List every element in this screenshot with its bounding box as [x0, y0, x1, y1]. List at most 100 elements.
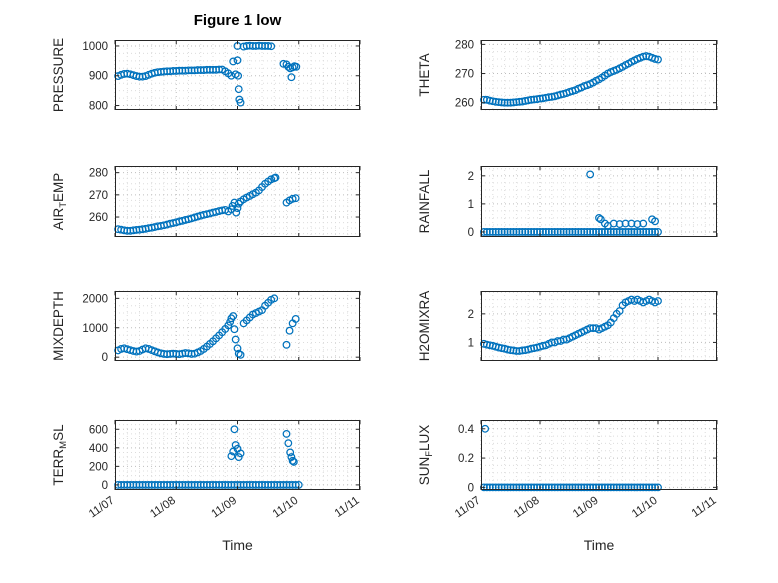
tick-marks — [114, 420, 361, 490]
svg-text:11/10: 11/10 — [630, 495, 660, 521]
grid-minor — [481, 420, 717, 490]
svg-text:0: 0 — [102, 352, 108, 364]
svg-text:1000: 1000 — [82, 323, 108, 335]
y-tick-labels: 260 270 280 — [455, 39, 474, 109]
svg-text:11/10: 11/10 — [271, 495, 301, 521]
subplot-mixdepth: 0 1000 2000 MIXDEPTH — [51, 290, 361, 364]
grid-major — [114, 420, 361, 490]
svg-text:900: 900 — [89, 71, 108, 83]
subplot-theta: 260 270 280 THETA — [417, 39, 718, 111]
rainfall-chart: 0 1 2 RAINFALL — [417, 166, 718, 239]
svg-text:0.4: 0.4 — [458, 424, 475, 436]
grid-major — [114, 291, 361, 361]
data-points — [480, 52, 662, 107]
subplot-sun-flux: 0 0.2 0.4 SUNFLUX 11/07 11/08 11/09 11/10 11/11 T… — [417, 420, 719, 553]
svg-text:270: 270 — [89, 190, 108, 202]
y-tick-labels: 0 0.2 0.4 — [458, 424, 475, 495]
subplot-terr-msl: 0 200 400 600 TERRMSL 11/07 11/08 11/09 11/10 11/… — [51, 419, 362, 553]
svg-text:1: 1 — [468, 199, 474, 211]
svg-text:11/07: 11/07 — [453, 495, 483, 521]
air-temp-chart: 260 270 280 AIRTEMP — [51, 166, 361, 237]
tick-marks — [480, 166, 718, 237]
mixdepth-chart: 0 1000 2000 MIXDEPTH — [51, 290, 361, 364]
grid-minor — [481, 291, 717, 361]
svg-text:0.2: 0.2 — [458, 453, 474, 465]
sun-flux-chart: 0 0.2 0.4 SUNFLUX 11/07 11/08 11/09 11/10 11/11 T… — [417, 420, 719, 553]
axes-box — [481, 420, 717, 490]
tick-marks — [480, 40, 718, 110]
svg-text:11/11: 11/11 — [690, 495, 719, 520]
svg-text:400: 400 — [89, 443, 108, 455]
data-points — [480, 170, 662, 236]
data-points — [114, 41, 301, 107]
subplot-pressure: 800 900 1000 PRESSURE — [51, 38, 361, 113]
svg-text:200: 200 — [89, 461, 108, 473]
svg-text:1000: 1000 — [82, 41, 108, 53]
data-points — [114, 173, 300, 235]
svg-text:280: 280 — [455, 39, 474, 51]
subplot-air-temp: 260 270 280 AIRTEMP — [51, 166, 361, 237]
svg-text:0: 0 — [468, 227, 474, 239]
tick-marks — [480, 420, 718, 490]
y-tick-labels: 800 900 1000 — [82, 41, 108, 113]
svg-text:280: 280 — [89, 168, 108, 180]
svg-text:11/08: 11/08 — [148, 495, 178, 521]
data-points — [114, 425, 303, 489]
y-tick-labels: 0 1 2 — [468, 171, 474, 239]
x-tick-labels: 11/07 11/08 11/09 11/10 11/11 — [87, 495, 362, 521]
svg-text:11/11: 11/11 — [333, 495, 362, 520]
grid-minor — [115, 166, 360, 237]
y-axis-label: H2OMIXRA — [417, 291, 432, 362]
svg-text:260: 260 — [455, 98, 474, 110]
x-axis-label: Time — [222, 537, 253, 553]
data-points — [480, 295, 662, 355]
svg-text:2000: 2000 — [82, 293, 108, 305]
grid-minor — [115, 40, 360, 110]
grid-major — [480, 291, 718, 361]
tick-marks — [114, 166, 361, 237]
grid-major — [480, 166, 718, 237]
svg-text:11/07: 11/07 — [87, 495, 117, 521]
y-axis-label: THETA — [417, 53, 432, 96]
grid-minor — [481, 166, 717, 237]
y-axis-label: MIXDEPTH — [51, 291, 66, 361]
theta-chart: 260 270 280 THETA — [417, 39, 718, 111]
y-tick-labels: 0 1000 2000 — [82, 293, 108, 364]
x-tick-labels: 11/07 11/08 11/09 11/10 11/11 — [453, 495, 719, 521]
svg-text:2: 2 — [468, 309, 474, 321]
data-points — [114, 294, 300, 359]
svg-text:270: 270 — [455, 69, 474, 81]
pressure-chart: 800 900 1000 PRESSURE — [51, 38, 361, 113]
svg-text:0: 0 — [468, 482, 474, 494]
tick-marks — [114, 291, 361, 361]
y-tick-labels: 12 — [468, 309, 474, 350]
figure-title: Figure 1 low — [193, 12, 282, 29]
svg-text:1: 1 — [468, 337, 474, 349]
y-tick-labels: 260 270 280 — [89, 168, 108, 224]
svg-text:0: 0 — [102, 480, 108, 492]
y-axis-label: TERRMSL — [51, 424, 69, 486]
subplot-rainfall: 0 1 2 RAINFALL — [417, 166, 718, 239]
y-axis-label: RAINFALL — [417, 169, 432, 233]
tick-marks — [114, 40, 361, 110]
tick-marks — [480, 291, 718, 361]
y-axis-label: AIRTEMP — [51, 173, 69, 231]
svg-text:11/09: 11/09 — [571, 495, 601, 521]
y-axis-label: PRESSURE — [51, 38, 66, 112]
y-tick-labels: 0 200 400 600 — [89, 424, 108, 492]
svg-text:11/09: 11/09 — [209, 495, 239, 521]
subplot-h2omixra: 1 2 H2OMIXRA — [417, 291, 718, 361]
svg-text:260: 260 — [89, 212, 108, 224]
y-axis-label: SUNFLUX — [417, 425, 435, 486]
svg-text:600: 600 — [89, 424, 108, 436]
svg-text:11/08: 11/08 — [512, 495, 542, 521]
grid-major — [114, 166, 361, 237]
svg-text:2: 2 — [468, 171, 474, 183]
x-axis-label: Time — [584, 537, 615, 553]
grid-major — [480, 40, 718, 110]
svg-text:800: 800 — [89, 101, 108, 113]
grid-major — [480, 420, 718, 490]
